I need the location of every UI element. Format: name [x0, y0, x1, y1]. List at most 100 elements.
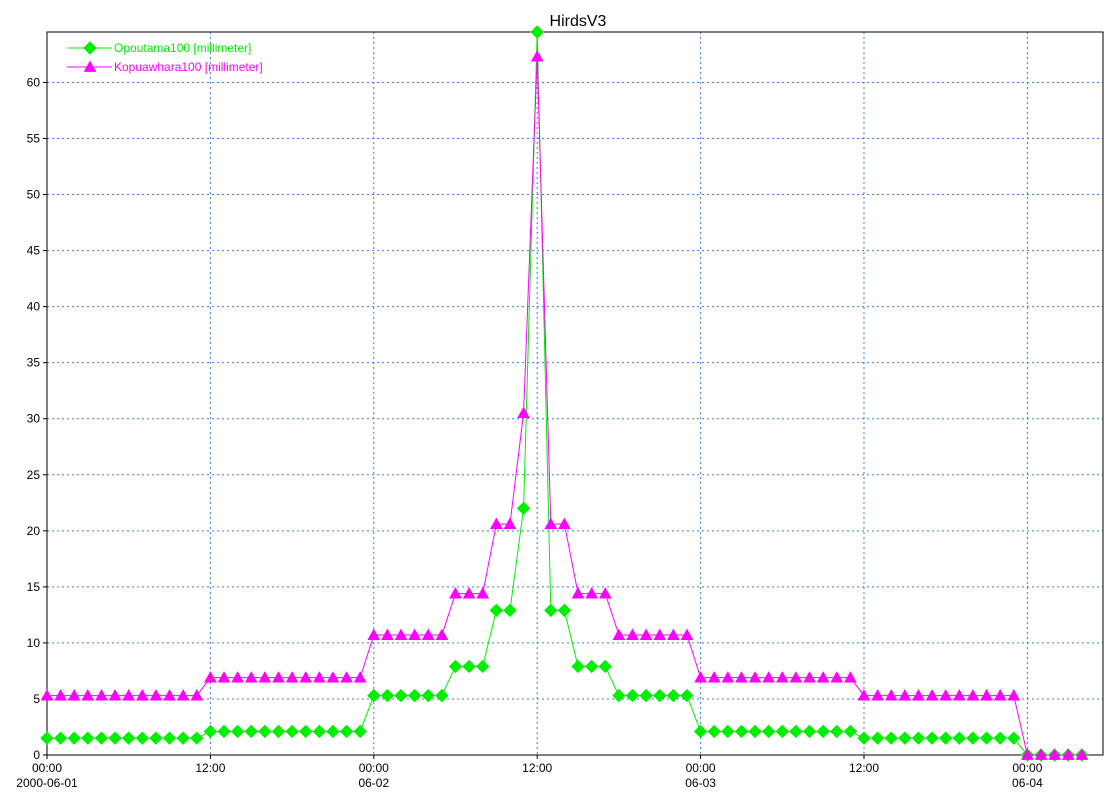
x-tick-label-date: 06-02 — [358, 776, 389, 790]
data-point — [884, 689, 898, 701]
data-point — [680, 688, 694, 703]
data-point — [312, 671, 326, 683]
data-point — [625, 688, 640, 703]
data-point — [231, 671, 244, 683]
data-point — [244, 724, 258, 739]
data-point — [844, 671, 857, 683]
data-point — [1007, 689, 1021, 701]
data-point — [53, 731, 68, 745]
data-point — [163, 689, 176, 701]
data-point — [857, 689, 871, 701]
data-point — [762, 671, 776, 683]
data-point — [176, 731, 190, 745]
y-tick-label: 60 — [27, 75, 41, 89]
x-tick-label-time: 00:00 — [359, 761, 389, 775]
data-point — [585, 587, 599, 599]
data-point — [870, 731, 885, 745]
data-point — [271, 724, 286, 739]
data-point — [816, 724, 830, 739]
data-point — [149, 689, 163, 701]
data-point — [721, 724, 735, 739]
data-point — [407, 688, 422, 703]
data-point — [938, 731, 953, 745]
x-tick-label-time: 00:00 — [32, 761, 62, 775]
data-point — [993, 689, 1007, 701]
data-point — [94, 731, 109, 745]
data-point — [299, 671, 313, 683]
data-point — [734, 724, 749, 739]
data-point — [1075, 748, 1089, 760]
data-point — [952, 731, 967, 745]
data-point — [190, 731, 204, 745]
data-point — [939, 689, 953, 701]
data-point — [884, 731, 898, 745]
data-point — [83, 60, 97, 72]
data-point — [571, 587, 585, 599]
data-point — [517, 406, 530, 419]
legend: Opoutama100 [millimeter] Kopuawhara100 [m… — [67, 41, 263, 74]
gridlines — [47, 32, 1103, 755]
data-point — [639, 628, 653, 640]
data-point — [476, 659, 490, 674]
x-tick-label-time: 00:00 — [1012, 761, 1042, 775]
y-tick-label: 10 — [27, 636, 41, 650]
data-point — [761, 724, 776, 739]
x-tick-label-date: 2000-06-01 — [16, 776, 78, 790]
data-point — [503, 517, 517, 529]
data-point — [925, 731, 939, 745]
data-point — [748, 671, 762, 683]
data-point — [435, 688, 449, 703]
data-point — [285, 671, 299, 683]
data-point — [707, 671, 721, 683]
data-point — [217, 671, 231, 683]
data-point — [421, 688, 435, 703]
data-point — [449, 587, 462, 599]
y-tick-label: 50 — [27, 188, 41, 202]
data-point — [1034, 748, 1048, 760]
data-point — [95, 689, 108, 701]
data-point — [966, 731, 980, 745]
x-tick-label-time: 12:00 — [195, 761, 225, 775]
data-point — [639, 688, 653, 703]
data-point — [421, 628, 435, 640]
data-point — [448, 659, 463, 674]
data-point — [993, 731, 1007, 745]
data-point — [516, 501, 531, 516]
data-point — [312, 724, 327, 739]
data-point — [966, 689, 980, 701]
data-point — [1061, 748, 1075, 760]
data-point — [871, 689, 884, 701]
data-point — [394, 688, 408, 703]
data-point — [707, 724, 721, 739]
y-tick-label: 45 — [27, 244, 41, 258]
y-tick-label: 15 — [27, 580, 41, 594]
data-point — [326, 724, 340, 739]
data-point — [83, 41, 97, 55]
data-point — [843, 724, 858, 739]
y-tick-label: 5 — [33, 692, 40, 706]
data-point — [1048, 748, 1061, 760]
plot-area — [47, 32, 1103, 755]
data-point — [230, 724, 245, 739]
data-point — [667, 628, 680, 640]
data-point — [462, 587, 476, 599]
data-point — [121, 731, 136, 745]
data-point — [381, 628, 394, 640]
data-point — [108, 689, 122, 701]
series-2 — [40, 50, 1089, 760]
data-point — [979, 731, 994, 745]
data-point — [435, 628, 449, 640]
data-point — [612, 628, 626, 640]
data-point — [653, 628, 667, 640]
data-point — [653, 688, 667, 703]
data-point — [1007, 731, 1021, 745]
data-point — [462, 659, 476, 674]
legend-label: Opoutama100 [millimeter] — [114, 41, 251, 55]
data-point — [258, 724, 272, 739]
data-point — [176, 689, 190, 701]
data-point — [135, 731, 150, 745]
data-point — [721, 671, 735, 683]
data-point — [40, 731, 54, 745]
data-point — [830, 724, 844, 739]
